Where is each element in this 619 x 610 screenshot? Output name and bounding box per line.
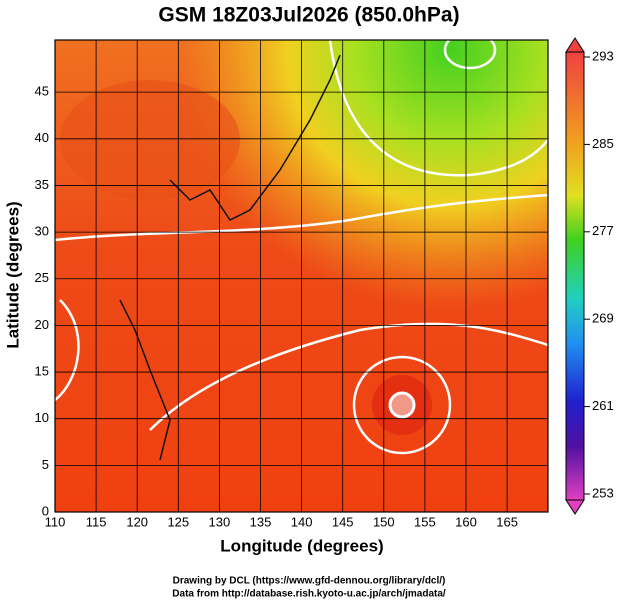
title: GSM 18Z03Jul2026 (850.0hPa) [158,4,459,27]
colorbar-tick-label: 269 [592,311,614,326]
x-tick-label: 145 [332,514,354,529]
colorbar-tick-label: 277 [592,223,614,238]
y-tick-label: 40 [35,130,49,145]
x-tick-label: 110 [45,514,66,529]
plot-frame [54,39,549,513]
grid [54,40,548,513]
y-tick-label: 15 [35,363,49,378]
y-tick-label: 20 [35,317,49,332]
x-tick-label: 155 [414,514,436,529]
x-tick-label: 135 [250,514,272,529]
y-tick-label: 35 [35,177,49,192]
colorbar-tick-label: 285 [592,136,614,151]
colorbar-top-arrow [565,37,585,53]
x-tick-label: 130 [209,514,231,529]
colorbar-bottom-arrow [565,499,585,515]
colorbar-tick-label: 261 [592,398,614,413]
x-tick-label: 160 [455,514,477,529]
y-tick-label: 30 [35,224,49,239]
credit: Data from http://database.rish.kyoto-u.a… [172,589,446,600]
x-tick-label: 140 [291,514,313,529]
y-tick-label: 10 [35,410,49,425]
y-tick-label: 0 [42,503,49,518]
x-axis-label: Longitude (degrees) [220,536,383,555]
y-tick-label: 25 [35,270,49,285]
colorbar-tick-label: 253 [592,485,614,500]
y-tick-label: 5 [42,457,49,472]
x-tick-label: 150 [373,514,395,529]
colorbar [565,51,585,501]
x-tick-label: 115 [86,514,107,529]
x-tick-label: 165 [496,514,518,529]
y-axis-label: Latitude (degrees) [3,201,22,348]
y-tick-label: 45 [35,84,49,99]
x-tick-label: 120 [126,514,148,529]
credit: Drawing by DCL (https://www.gfd-dennou.o… [173,576,446,587]
x-tick-label: 125 [167,514,189,529]
colorbar-tick-label: 293 [592,48,614,63]
